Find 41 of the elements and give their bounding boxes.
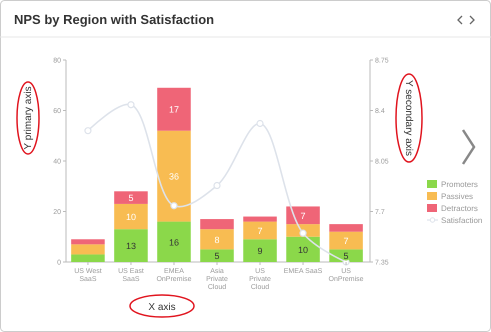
point bbox=[299, 230, 307, 237]
bar bbox=[114, 229, 148, 262]
data-label: 8 bbox=[214, 234, 220, 245]
data-label: 5 bbox=[128, 193, 134, 204]
point bbox=[170, 202, 178, 210]
data-label: 17 bbox=[168, 104, 179, 115]
bar bbox=[200, 229, 234, 250]
bar bbox=[71, 239, 105, 244]
bar bbox=[71, 254, 105, 262]
data-label: 5 bbox=[214, 251, 220, 262]
legend-label: Detractors bbox=[441, 204, 478, 213]
chart-title: NPS by Region with Satisfaction bbox=[14, 12, 214, 27]
point bbox=[127, 101, 135, 108]
bar bbox=[157, 222, 191, 262]
bar bbox=[71, 244, 105, 254]
legend-label: Satisfaction bbox=[441, 216, 482, 225]
data-label: 7 bbox=[344, 236, 349, 246]
bar bbox=[200, 219, 234, 230]
bar bbox=[329, 232, 363, 250]
legend-label: Passives bbox=[441, 192, 474, 201]
bar bbox=[329, 224, 363, 232]
bar bbox=[157, 130, 191, 222]
x-axis-title: X axis bbox=[148, 302, 176, 313]
point bbox=[84, 127, 92, 134]
data-label: 9 bbox=[258, 246, 263, 256]
point bbox=[256, 120, 264, 128]
bar bbox=[243, 216, 277, 222]
data-label: 16 bbox=[168, 237, 179, 248]
data-label: 36 bbox=[168, 172, 179, 182]
point bbox=[213, 182, 221, 190]
data-label: 7 bbox=[258, 226, 263, 236]
bar bbox=[243, 239, 277, 262]
legend-label: Promoters bbox=[441, 180, 478, 189]
bar bbox=[243, 222, 277, 240]
data-label: 10 bbox=[126, 212, 136, 222]
y2-axis-title: Y secondary axis bbox=[403, 80, 414, 156]
data-label: 7 bbox=[300, 210, 306, 221]
data-label: 13 bbox=[126, 241, 136, 252]
y-axis-title: Y primary axis bbox=[23, 86, 34, 150]
data-label: 10 bbox=[298, 244, 308, 255]
bar bbox=[157, 88, 191, 131]
